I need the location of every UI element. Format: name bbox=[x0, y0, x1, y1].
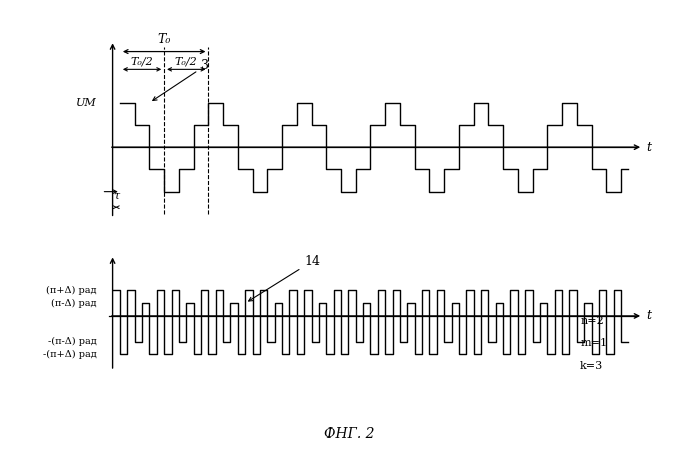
Text: T₀: T₀ bbox=[157, 33, 171, 46]
Text: t: t bbox=[647, 310, 651, 323]
Text: 14: 14 bbox=[249, 255, 320, 301]
Text: T₀/2: T₀/2 bbox=[131, 56, 154, 66]
Text: m=1: m=1 bbox=[580, 338, 607, 348]
Text: (π+Δ) рад: (π+Δ) рад bbox=[46, 286, 96, 295]
Text: 3: 3 bbox=[153, 59, 209, 100]
Text: n=2: n=2 bbox=[580, 316, 604, 326]
Text: T₀/2: T₀/2 bbox=[175, 56, 198, 66]
Text: UМ: UМ bbox=[75, 98, 96, 108]
Text: k=3: k=3 bbox=[580, 361, 603, 371]
Text: -(π+Δ) рад: -(π+Δ) рад bbox=[43, 350, 96, 359]
Text: t: t bbox=[647, 141, 651, 154]
Text: τ: τ bbox=[113, 190, 120, 201]
Text: ФНГ. 2: ФНГ. 2 bbox=[324, 427, 375, 441]
Text: (π-Δ) рад: (π-Δ) рад bbox=[51, 299, 96, 308]
Text: -(π-Δ) рад: -(π-Δ) рад bbox=[48, 337, 96, 346]
